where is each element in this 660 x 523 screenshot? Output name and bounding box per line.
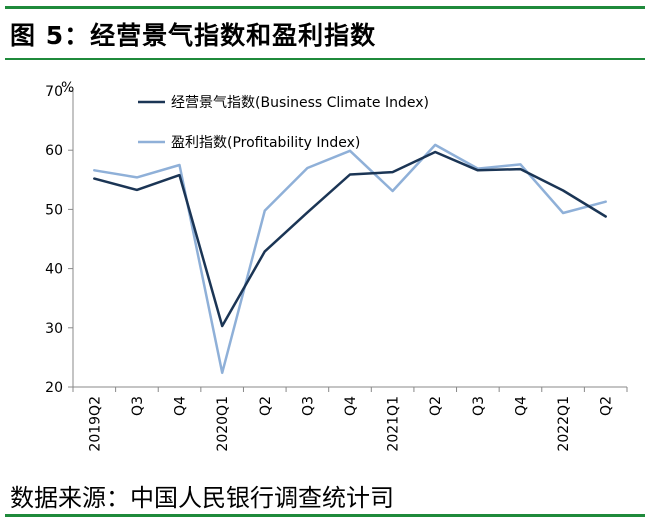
x-tick-label: 2022Q1 — [556, 396, 572, 452]
y-tick-label: 50 — [45, 202, 63, 218]
legend-label: 经营景气指数(Business Climate Index) — [171, 95, 429, 111]
x-tick-label: Q2 — [258, 396, 274, 416]
legend: 经营景气指数(Business Climate Index) 盈利指数(Profi… — [138, 95, 429, 151]
x-tick-label: Q3 — [300, 396, 316, 416]
bottom-rule — [5, 514, 645, 517]
x-axis: 2019Q2 Q3 Q4 2020Q1 Q2 Q3 Q4 2021Q1 Q2 Q3 Q4 2022Q1… — [72, 386, 628, 452]
series-line-profitability — [93, 143, 607, 375]
series-layer — [93, 143, 607, 375]
source-note: 数据来源：中国人民银行调查统计司 — [10, 484, 394, 512]
y-tick-label: 30 — [45, 321, 63, 337]
y-tick-label: 40 — [45, 262, 63, 278]
y-axis: 20 30 40 50 60 70% — [45, 80, 74, 396]
series-line-business-climate — [93, 150, 607, 328]
top-rule — [5, 6, 645, 9]
y-tick-label: 60 — [45, 143, 63, 159]
x-tick-label: Q4 — [343, 396, 359, 416]
line-chart: 20 30 40 50 60 70% 2019Q2 Q3 Q4 2020Q1 Q2 Q3 Q4 2021… — [45, 80, 628, 452]
figure-title: 图 5：经营景气指数和盈利指数 — [10, 21, 377, 50]
y-unit-label: % — [61, 80, 74, 96]
x-tick-label: Q2 — [428, 396, 444, 416]
x-tick-label: Q3 — [130, 396, 146, 416]
title-rule — [5, 58, 645, 60]
x-tick-label: 2020Q1 — [215, 396, 231, 452]
x-tick-label: Q4 — [173, 396, 189, 416]
x-tick-label: Q2 — [599, 396, 615, 416]
legend-label: 盈利指数(Profitability Index) — [171, 135, 360, 151]
y-tick-label: 70 — [45, 84, 63, 100]
x-tick-label: Q3 — [471, 396, 487, 416]
x-tick-label: Q4 — [513, 396, 529, 416]
x-tick-label: 2019Q2 — [87, 396, 103, 452]
y-tick-label: 20 — [45, 380, 63, 396]
x-tick-label: 2021Q1 — [386, 396, 402, 452]
